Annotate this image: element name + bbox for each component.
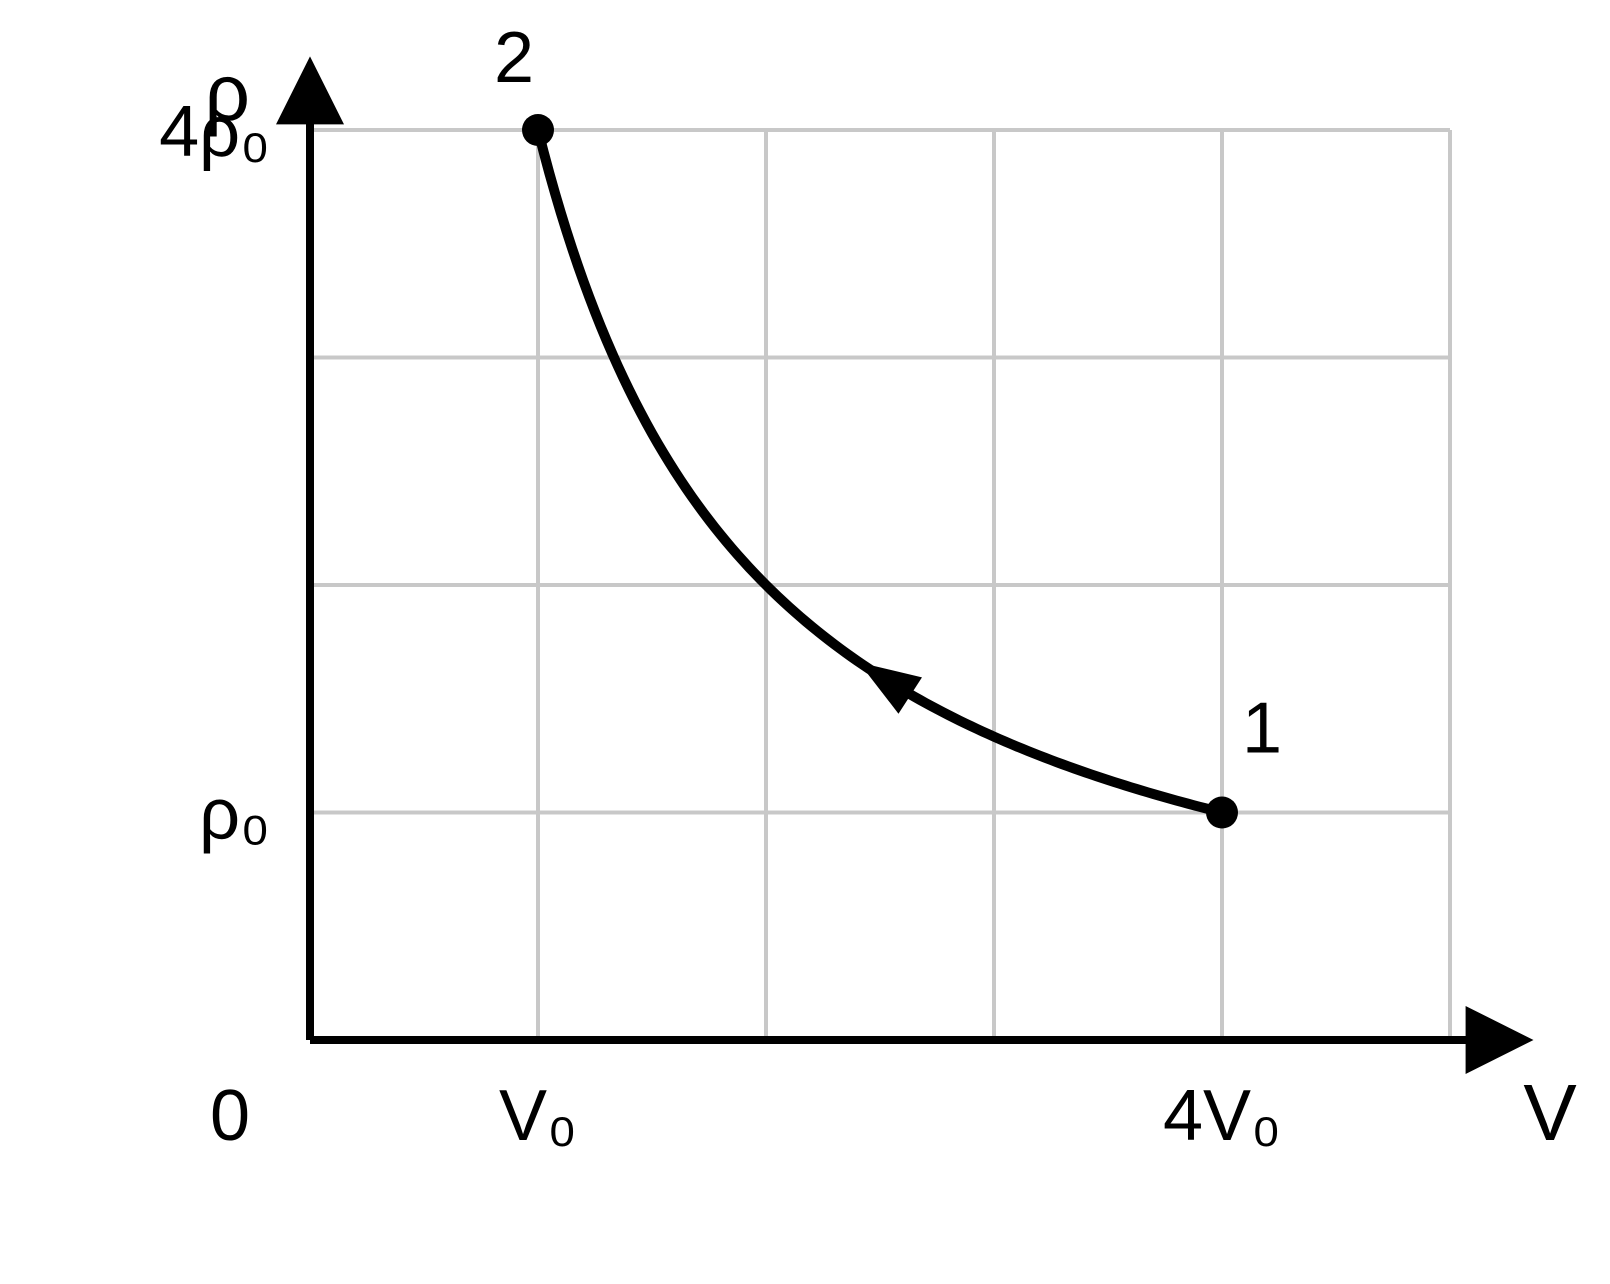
origin-label: 0 (210, 1076, 250, 1156)
chart-svg: 12ρV0V₀4V₀ρ₀4ρ₀ (0, 0, 1610, 1284)
y-tick-label: 4ρ₀ (159, 92, 270, 172)
x-axis-label: V (1523, 1068, 1577, 1157)
y-tick-label: ρ₀ (199, 775, 270, 855)
state-label-1: 1 (1242, 689, 1282, 769)
x-tick-label: 4V₀ (1163, 1076, 1281, 1156)
state-label-2: 2 (494, 18, 534, 98)
x-tick-label: V₀ (499, 1076, 577, 1156)
state-point-2 (522, 114, 554, 146)
state-point-1 (1206, 797, 1238, 829)
pv-diagram: 12ρV0V₀4V₀ρ₀4ρ₀ (0, 0, 1610, 1284)
